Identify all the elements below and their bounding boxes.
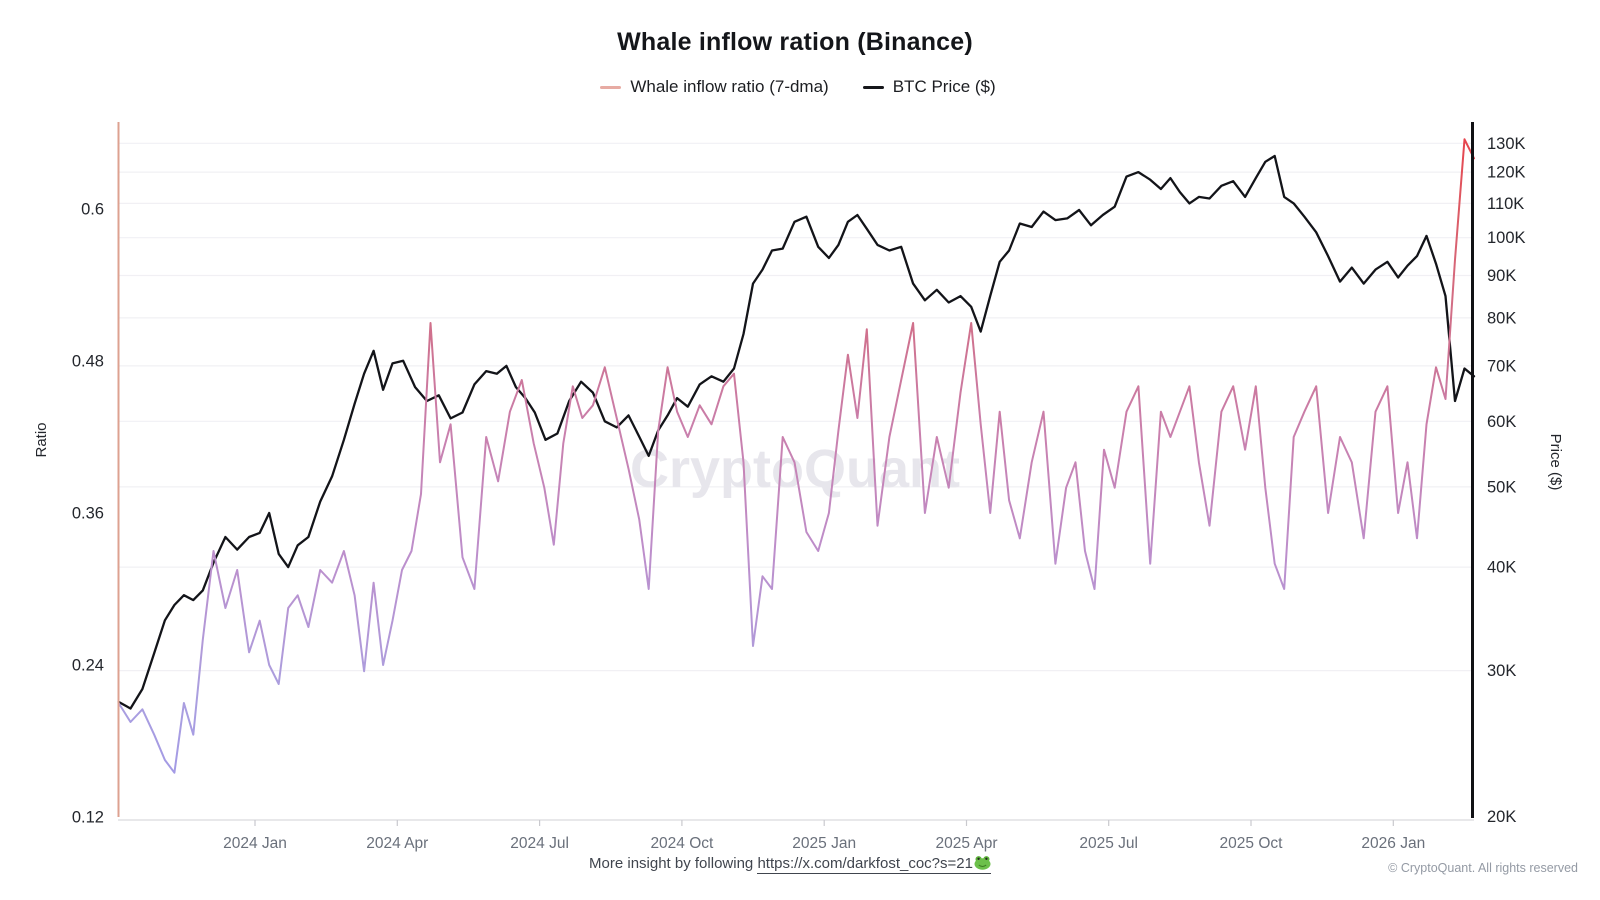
series-whale-inflow-ratio [117, 138, 1475, 774]
price-tick-label: 120K [1487, 164, 1526, 182]
x-tick-label: 2024 Oct [650, 835, 714, 852]
x-tick-label: 2025 Jul [1079, 835, 1138, 852]
x-tick-label: 2024 Jan [223, 835, 287, 852]
price-tick-label: 60K [1487, 413, 1516, 431]
right-axis-title: Price ($) [1547, 434, 1564, 491]
price-tick-label: 100K [1487, 229, 1526, 247]
price-tick-label: 20K [1487, 808, 1516, 826]
legend: Whale inflow ratio (7-dma) BTC Price ($) [0, 77, 1596, 97]
price-tick-label: 90K [1487, 267, 1516, 285]
ratio-legend-label: Whale inflow ratio (7-dma) [630, 77, 829, 96]
x-tick-label: 2024 Jul [510, 835, 569, 852]
legend-item-price: BTC Price ($) [862, 77, 996, 97]
footer-link-text: https://x.com/darkfost_coc?s=21 [757, 855, 973, 872]
ratio-tick-label: 0.36 [72, 505, 104, 523]
x-tick-label: 2025 Apr [935, 835, 997, 852]
price-legend-swatch-icon [862, 85, 884, 89]
price-tick-label: 110K [1487, 195, 1524, 213]
price-tick-label: 130K [1487, 135, 1526, 153]
chart-title: Whale inflow ration (Binance) [617, 28, 973, 56]
price-tick-label: 50K [1487, 478, 1516, 496]
ratio-tick-label: 0.12 [72, 809, 104, 827]
x-tick-label: 2025 Oct [1220, 835, 1284, 852]
price-tick-label: 30K [1487, 662, 1516, 680]
x-tick-label: 2024 Apr [366, 835, 428, 852]
legend-item-ratio: Whale inflow ratio (7-dma) [600, 77, 829, 97]
footer-note-prefix: More insight by following [589, 855, 758, 872]
ratio-tick-label: 0.6 [81, 201, 104, 219]
price-tick-label: 40K [1487, 559, 1516, 577]
ratio-legend-swatch-icon [600, 85, 622, 89]
copyright-text: © CryptoQuant. All rights reserved [1388, 861, 1578, 875]
x-tick-label: 2025 Jan [792, 835, 856, 852]
x-tick-label: 2026 Jan [1361, 835, 1425, 852]
price-tick-label: 80K [1487, 309, 1516, 327]
ratio-tick-label: 0.48 [72, 353, 104, 371]
price-legend-label: BTC Price ($) [892, 77, 996, 96]
footer-note: More insight by following https://x.com/… [0, 855, 1580, 874]
frog-emoji-icon [974, 856, 991, 870]
series-btc-price [117, 154, 1476, 710]
ratio-tick-label: 0.24 [72, 657, 104, 675]
footer-link[interactable]: https://x.com/darkfost_coc?s=21 [757, 855, 991, 874]
left-axis-title: Ratio [33, 422, 50, 457]
price-tick-label: 70K [1487, 357, 1516, 375]
